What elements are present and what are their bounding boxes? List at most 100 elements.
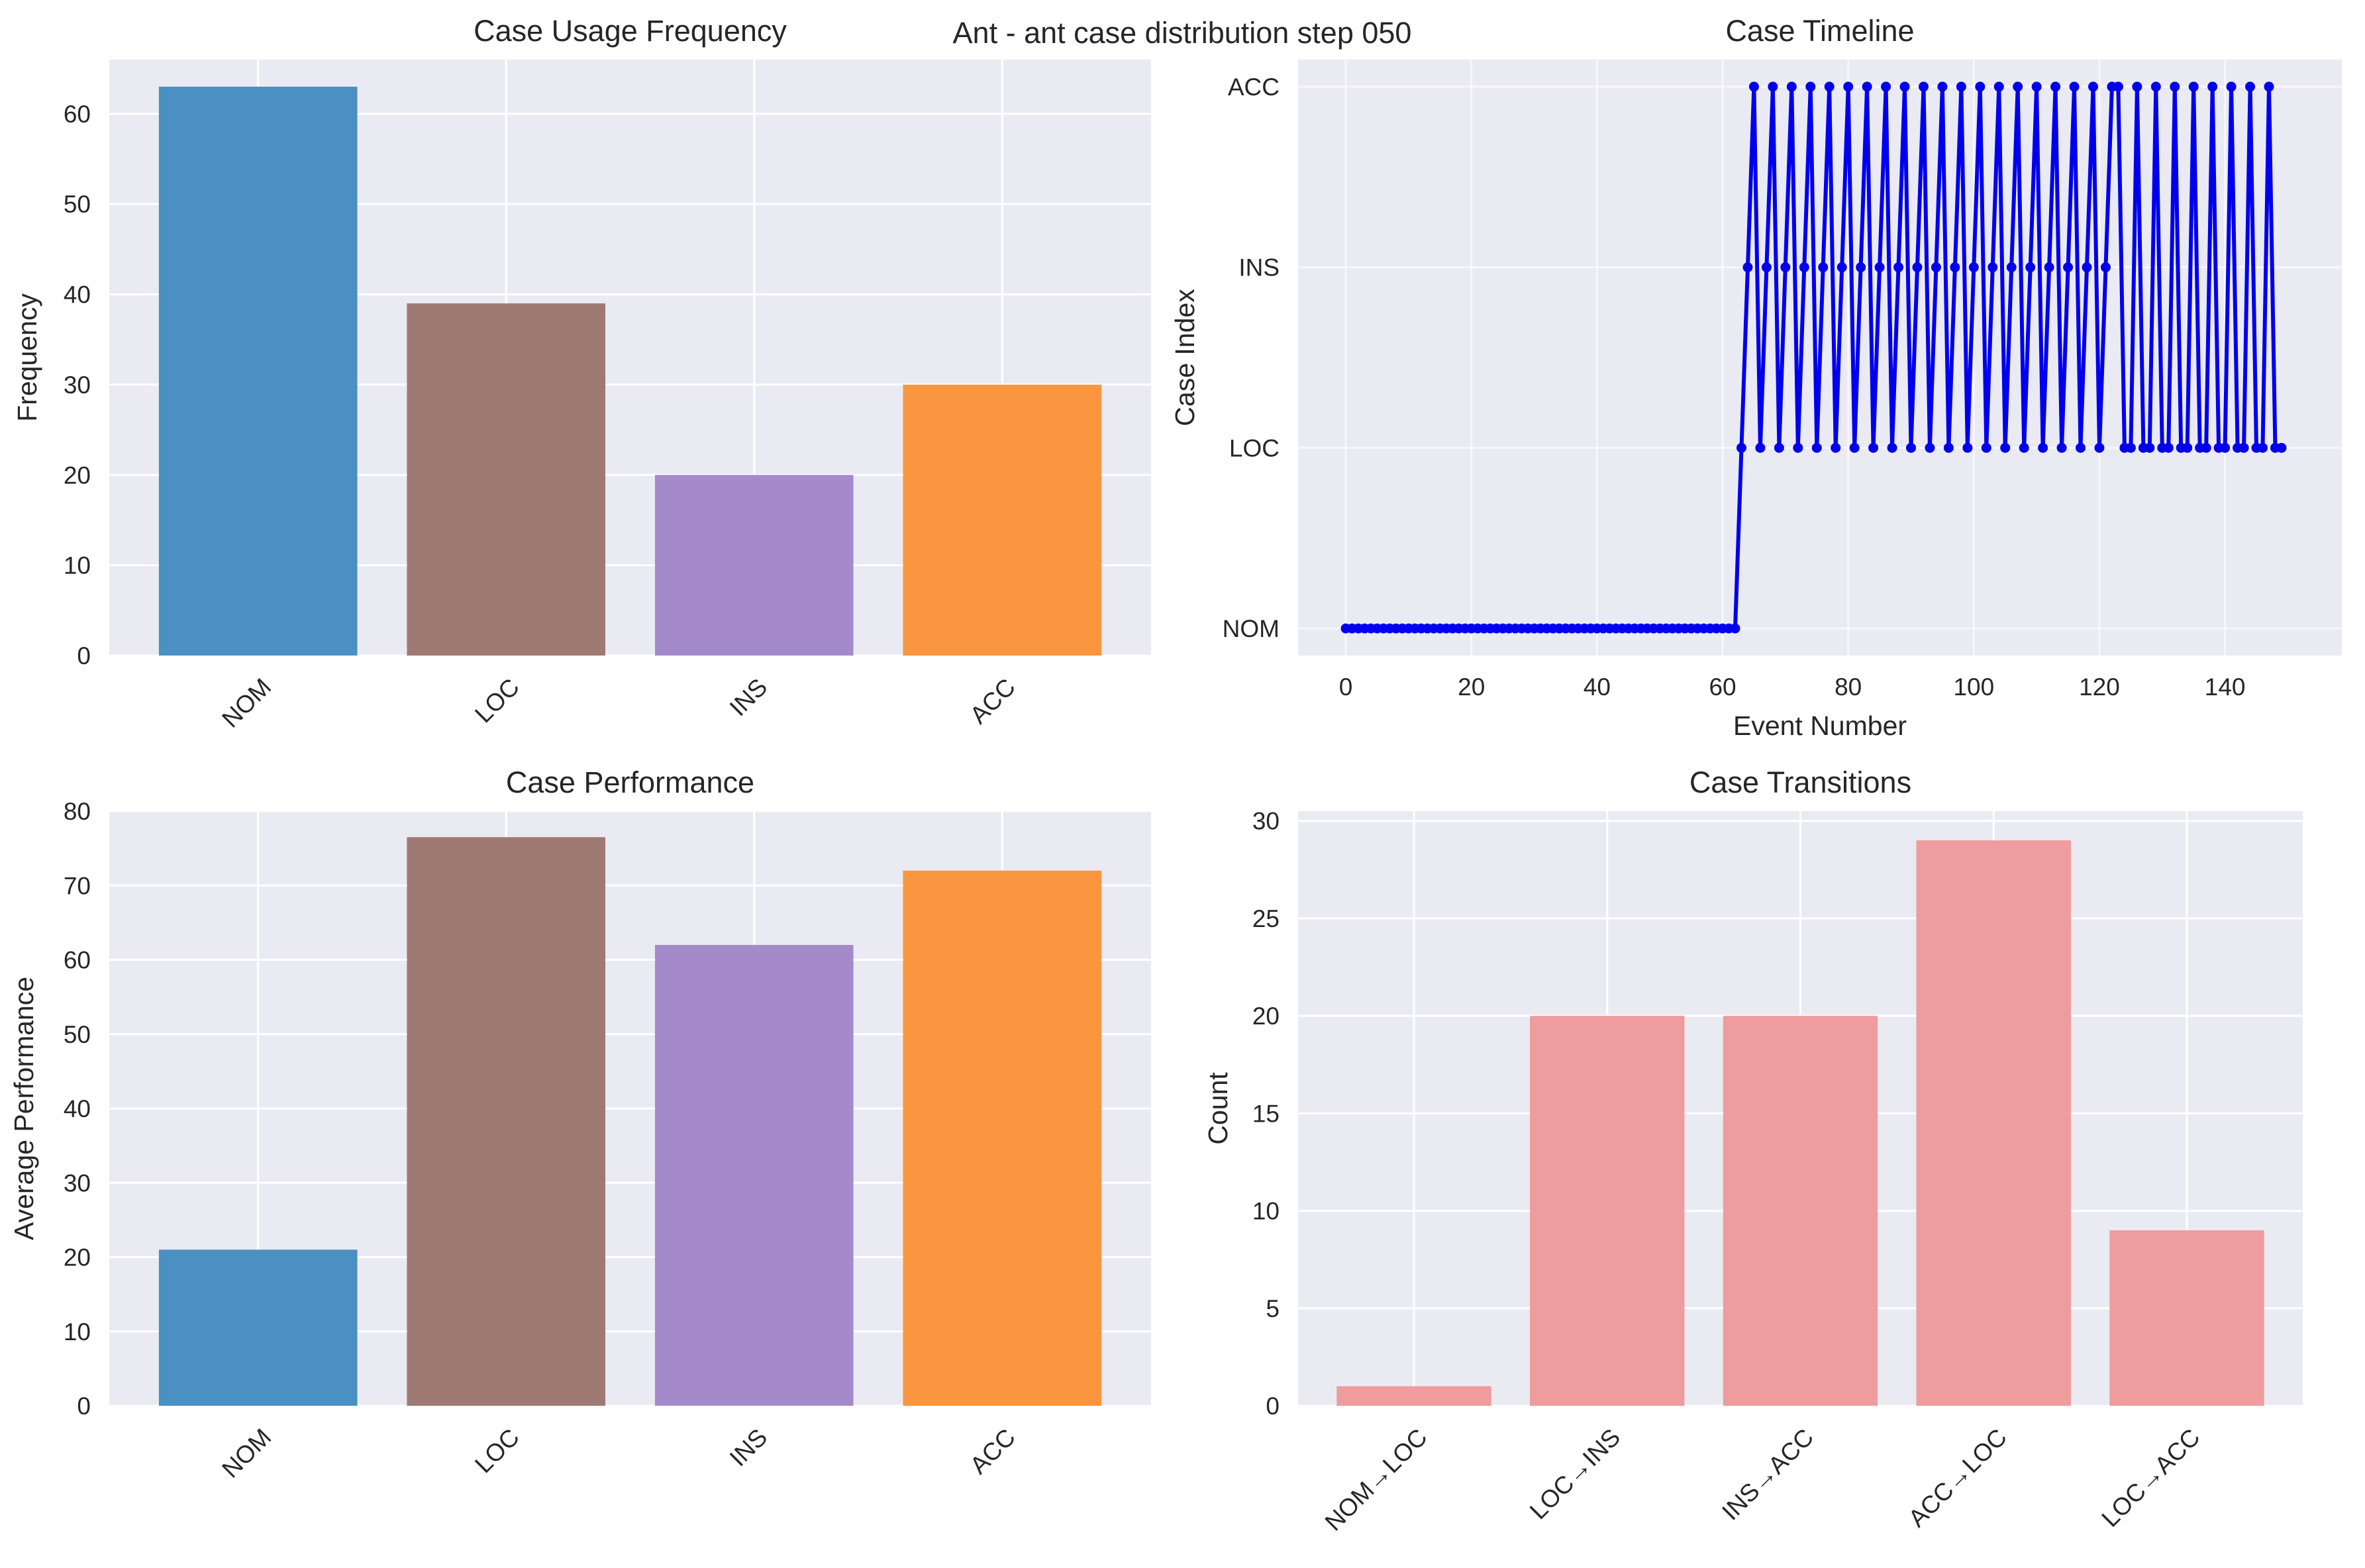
timeline-title: Case Timeline (1725, 14, 1914, 48)
performance-bar-nom (158, 1250, 358, 1406)
timeline-point (2207, 81, 2218, 92)
transitions-xtick-label: LOC→INS (1525, 1424, 1626, 1525)
timeline-point (2132, 81, 2142, 92)
timeline-point (1837, 262, 1847, 273)
transitions-ytick-label: 15 (1252, 1100, 1280, 1127)
timeline-point (1918, 81, 1929, 92)
timeline-point (2226, 81, 2237, 92)
performance-ytick-label: 40 (64, 1095, 91, 1122)
timeline-point (1968, 262, 1979, 273)
transitions-bar-ins-to-acc (1723, 1016, 1878, 1406)
usage-bar-acc (903, 384, 1102, 656)
timeline-ytick-label: INS (1238, 254, 1280, 281)
timeline-point (2144, 442, 2155, 453)
timeline-point (1818, 262, 1829, 273)
timeline-point (2082, 262, 2092, 273)
timeline-xtick-label: 100 (1953, 673, 1994, 701)
timeline-point (1862, 81, 1872, 92)
usage-title: Case Usage Frequency (474, 14, 787, 48)
timeline-point (1993, 81, 2004, 92)
usage-ytick-label: 60 (64, 101, 91, 128)
performance-ytick-label: 50 (64, 1021, 91, 1048)
usage-xtick-label: NOM (217, 673, 276, 733)
timeline-xtick-label: 140 (2205, 673, 2246, 701)
timeline-point (1975, 81, 1986, 92)
timeline-point (1786, 81, 1797, 92)
performance-title: Case Performance (506, 765, 754, 799)
transitions-xtick-label: LOC→ACC (2096, 1424, 2205, 1532)
usage-bar-ins (654, 475, 854, 656)
usage-bar-loc (407, 303, 606, 656)
transitions-ytick-label: 20 (1252, 1003, 1280, 1030)
figure-suptitle: Ant - ant case distribution step 050 (953, 16, 1412, 50)
timeline-point (2264, 81, 2274, 92)
transitions-xtick-label: NOM→LOC (1320, 1424, 1433, 1536)
timeline-point (2025, 262, 2036, 273)
transitions-bar-nom-to-loc (1336, 1386, 1491, 1406)
timeline-xtick-label: 0 (1339, 673, 1353, 701)
timeline-point (2188, 81, 2199, 92)
usage-ytick-label: 30 (64, 371, 91, 399)
timeline-point (2220, 442, 2231, 453)
usage-ylabel: Frequency (12, 293, 42, 422)
usage-xtick-label: LOC (470, 673, 525, 728)
timeline-point (1937, 81, 1948, 92)
usage-ytick-label: 10 (64, 552, 91, 579)
performance-xtick-label: LOC (470, 1424, 525, 1479)
timeline-point (1831, 442, 1841, 453)
transitions-xtick-label: ACC→LOC (1903, 1424, 2012, 1532)
transitions-bar-acc-to-loc (1916, 840, 2071, 1406)
timeline-point (2170, 81, 2180, 92)
timeline-point (2239, 442, 2249, 453)
timeline-point (2000, 442, 2011, 453)
transitions-bar-loc-to-acc (2109, 1230, 2264, 1406)
timeline-xtick-label: 40 (1584, 673, 1611, 701)
transitions-title: Case Transitions (1689, 765, 1911, 799)
performance-ytick-label: 70 (64, 872, 91, 899)
timeline-point (1755, 442, 1766, 453)
performance-xtick-label: NOM (217, 1424, 276, 1483)
timeline-point (1843, 81, 1854, 92)
timeline-ytick-label: NOM (1223, 615, 1280, 642)
timeline-point (1730, 623, 1740, 634)
timeline-ytick-label: ACC (1228, 74, 1280, 101)
timeline-point (2076, 442, 2086, 453)
performance-ytick-label: 0 (77, 1393, 91, 1420)
timeline-point (1805, 81, 1816, 92)
timeline-point (2013, 81, 2023, 92)
performance-xtick-label: ACC (965, 1424, 1021, 1479)
timeline-point (1811, 442, 1822, 453)
timeline-point (1856, 262, 1866, 273)
timeline-point (1849, 442, 1860, 453)
timeline-point (1931, 262, 1941, 273)
timeline-point (2150, 81, 2161, 92)
timeline-point (2201, 442, 2211, 453)
timeline-ylabel: Case Index (1170, 289, 1200, 426)
timeline-point (1905, 442, 1916, 453)
performance-ylabel: Average Performance (9, 977, 39, 1240)
timeline-point (1893, 262, 1904, 273)
timeline-xlabel: Event Number (1733, 710, 1907, 741)
usage-ytick-label: 40 (64, 281, 91, 309)
transitions-ytick-label: 0 (1266, 1393, 1280, 1420)
timeline-point (1780, 262, 1791, 273)
timeline-point (1742, 262, 1753, 273)
timeline-point (1912, 262, 1923, 273)
usage-ytick-label: 20 (64, 462, 91, 489)
timeline-point (1943, 442, 1954, 453)
timeline-point (2006, 262, 2017, 273)
usage-xtick-label: INS (725, 673, 773, 722)
usage-bar-nom (158, 86, 358, 656)
timeline-point (1761, 262, 1772, 273)
timeline-xtick-label: 20 (1458, 673, 1485, 701)
timeline-point (1981, 442, 1991, 453)
timeline-point (1962, 442, 1973, 453)
timeline-point (1799, 262, 1809, 273)
timeline-point (1950, 262, 1960, 273)
timeline-point (2125, 442, 2136, 453)
timeline-point (1736, 442, 1746, 453)
performance-ytick-label: 10 (64, 1318, 91, 1346)
timeline-ytick-label: LOC (1229, 434, 1280, 462)
timeline-point (1899, 81, 1910, 92)
